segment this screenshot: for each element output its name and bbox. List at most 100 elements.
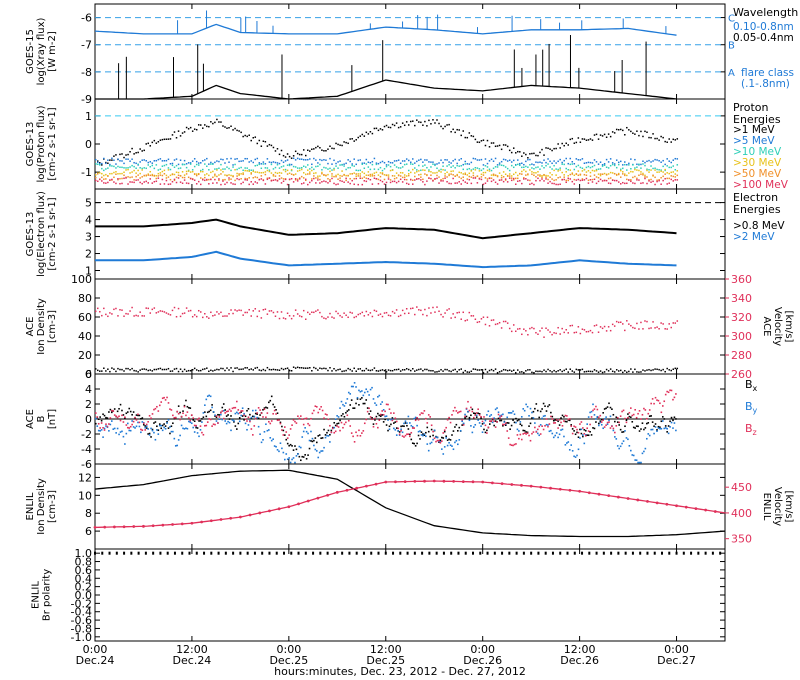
data-point	[230, 429, 232, 432]
data-point	[157, 177, 160, 179]
data-point	[385, 164, 388, 166]
data-point	[647, 422, 650, 424]
data-point	[486, 414, 488, 416]
data-point	[445, 437, 447, 439]
y-axis-label-right: ENLIL Velocity [km/s]	[761, 487, 794, 526]
data-point	[664, 168, 666, 171]
data-point	[331, 177, 333, 180]
data-point	[208, 169, 210, 171]
data-point	[195, 183, 198, 185]
data-point	[200, 169, 202, 172]
data-point	[527, 369, 529, 371]
data-point	[121, 177, 123, 180]
data-point	[208, 125, 210, 128]
data-point	[165, 312, 168, 314]
data-point	[252, 415, 254, 418]
data-point	[429, 435, 431, 438]
data-point	[355, 431, 357, 434]
data-point	[625, 437, 628, 439]
data-point	[240, 309, 242, 312]
data-point	[256, 176, 259, 179]
data-point	[337, 143, 339, 146]
data-point	[323, 150, 325, 152]
data-point	[157, 175, 160, 177]
data-point	[426, 443, 429, 445]
data-point	[357, 175, 359, 177]
data-point	[480, 415, 482, 418]
data-point	[331, 175, 333, 177]
data-point	[595, 551, 598, 555]
data-point	[615, 369, 618, 371]
data-point	[449, 444, 452, 447]
data-point	[166, 421, 168, 423]
data-point	[309, 313, 311, 315]
data-point	[674, 168, 677, 171]
data-point	[543, 180, 545, 182]
data-point	[150, 436, 152, 438]
data-point	[430, 166, 432, 168]
data-point	[135, 414, 138, 416]
data-point	[222, 180, 224, 182]
data-point	[475, 416, 478, 418]
data-point	[97, 307, 99, 310]
data-point	[153, 160, 156, 162]
data-point	[159, 367, 162, 370]
data-point	[197, 180, 200, 183]
data-point	[276, 164, 279, 166]
data-point	[216, 175, 218, 178]
data-point	[536, 409, 539, 412]
data-point	[539, 370, 541, 373]
data-point	[99, 162, 101, 165]
data-point	[412, 368, 414, 370]
data-point	[525, 165, 527, 168]
data-point	[432, 180, 434, 182]
data-point	[530, 551, 533, 555]
data-point	[238, 309, 240, 311]
y-tick-label: 40	[78, 330, 92, 343]
data-point	[534, 422, 536, 424]
data-point	[454, 316, 456, 319]
data-point	[274, 368, 277, 371]
data-point	[502, 424, 504, 427]
data-point	[159, 168, 162, 170]
data-point	[196, 418, 199, 421]
y-axis-label-line: ENLIL	[25, 492, 36, 520]
data-point	[634, 167, 636, 169]
data-point	[93, 525, 97, 529]
data-point	[414, 175, 416, 178]
data-point	[474, 158, 477, 160]
data-point	[326, 493, 330, 497]
data-point	[551, 173, 553, 176]
data-point	[167, 169, 170, 171]
data-point	[116, 427, 119, 430]
data-point	[442, 437, 445, 439]
data-point	[185, 399, 187, 402]
data-point	[302, 430, 305, 433]
data-point	[361, 311, 364, 314]
data-point	[305, 430, 308, 433]
data-point	[365, 388, 368, 391]
data-point	[452, 448, 455, 451]
data-point	[557, 326, 559, 329]
data-point	[531, 432, 533, 435]
data-point	[347, 181, 349, 183]
data-point	[461, 480, 465, 484]
data-point	[153, 139, 156, 142]
data-point	[169, 432, 171, 435]
data-point	[298, 153, 301, 156]
data-point	[125, 367, 127, 370]
data-point	[601, 327, 604, 330]
data-point	[512, 177, 515, 180]
data-point	[236, 310, 238, 312]
data-point	[145, 160, 147, 162]
data-point	[157, 141, 160, 143]
data-point	[273, 445, 276, 447]
data-point	[189, 162, 192, 164]
data-point	[276, 172, 279, 175]
data-point	[353, 158, 355, 160]
data-point	[580, 432, 583, 435]
data-point	[451, 414, 453, 416]
data-point	[435, 551, 438, 555]
data-point	[609, 329, 612, 332]
data-point	[128, 429, 131, 432]
